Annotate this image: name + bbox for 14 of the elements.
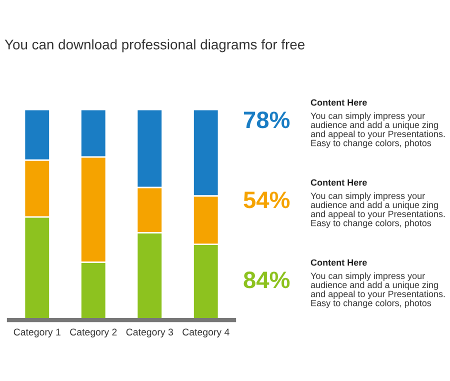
text: 78%: [244, 112, 290, 128]
text: Content Here: [310, 99, 367, 106]
x-tick-label: Category 4: [182, 328, 230, 338]
text: You can simply impress your audience and add a unique zing and appeal to your Presentations. Easy to change colors, photos: [310, 272, 445, 308]
x-tick-label: Category 3: [126, 328, 173, 338]
text: You can simply impress your audience and add a unique zing and appeal to your Presentations. Easy to change colors, photos: [310, 192, 445, 228]
text: You can simply impress your audience and add a unique zing and appeal to your Presentations. Easy to change colors, photos: [310, 112, 445, 148]
text: Content Here: [310, 179, 367, 186]
chart-subtitle: You can download professional diagrams for free: [4, 39, 304, 52]
text: Content Here: [310, 259, 367, 266]
x-tick-label: Category 1: [14, 328, 60, 338]
text: 84%: [244, 272, 290, 288]
text: 54%: [244, 192, 290, 208]
x-tick-label: Category 2: [70, 328, 117, 338]
